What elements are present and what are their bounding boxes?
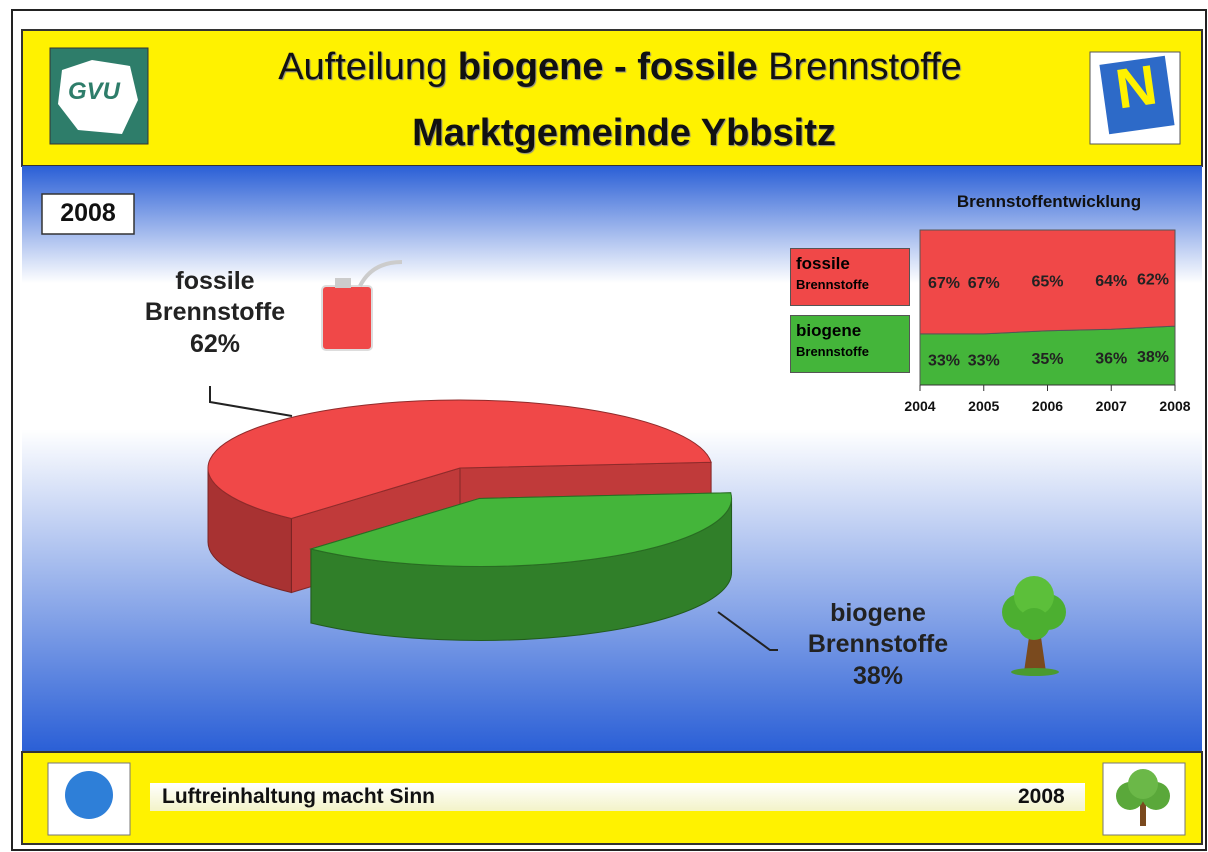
pie-value-label: 38% bbox=[778, 661, 978, 692]
x-tick-label: 2008 bbox=[1159, 398, 1190, 414]
x-tick-label: 2006 bbox=[1032, 398, 1063, 414]
pie-category: biogene Brennstoffe bbox=[778, 598, 978, 661]
data-label: 64% bbox=[1095, 273, 1127, 290]
title: Aufteilung biogene - fossile Brennstoffe bbox=[0, 46, 1208, 89]
slide: 33% 33% 35% 36% 38% 67% 67% 65% 64% 62% 2004 2005 20… bbox=[0, 0, 1208, 852]
data-label: 36% bbox=[1095, 350, 1127, 367]
title-part: Brennstoffe bbox=[758, 46, 962, 88]
title-part: biogene - fossile bbox=[458, 46, 758, 88]
data-label: 38% bbox=[1137, 349, 1169, 366]
data-label: 65% bbox=[1031, 274, 1063, 291]
year-badge: 2008 bbox=[42, 199, 134, 228]
pie-value-label: 62% bbox=[115, 329, 315, 360]
data-label: 62% bbox=[1137, 271, 1169, 288]
footer-year: 2008 bbox=[1018, 785, 1065, 809]
data-label: 33% bbox=[928, 353, 960, 370]
pie-category: fossile Brennstoffe bbox=[115, 266, 315, 329]
x-tick-label: 2004 bbox=[904, 398, 935, 414]
globe-icon bbox=[65, 771, 113, 819]
footer-slogan: Luftreinhaltung macht Sinn bbox=[162, 785, 435, 809]
x-tick-label: 2005 bbox=[968, 398, 999, 414]
data-label: 35% bbox=[1031, 351, 1063, 368]
x-tick-label: 2007 bbox=[1096, 398, 1127, 414]
legend-entry: fossile Brennstoffe bbox=[790, 248, 910, 306]
data-label: 33% bbox=[968, 353, 1000, 370]
legend-entry: biogene Brennstoffe bbox=[790, 315, 910, 373]
area-title: Brennstoffentwicklung bbox=[918, 192, 1180, 212]
title-part: Aufteilung bbox=[278, 46, 458, 88]
data-label: 67% bbox=[968, 275, 1000, 292]
data-label: 67% bbox=[928, 275, 960, 292]
subtitle: Marktgemeinde Ybbsitz bbox=[0, 112, 1208, 155]
